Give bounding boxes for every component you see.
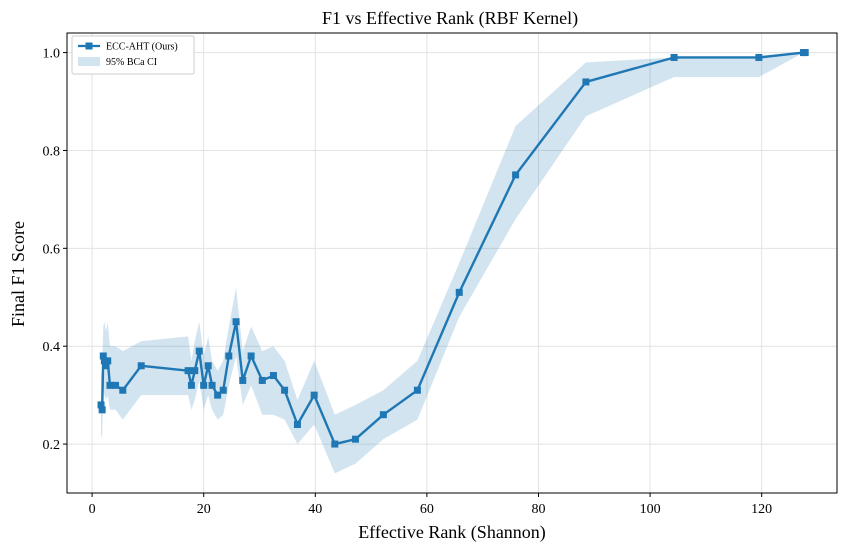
y-axis-label: Final F1 Score (8, 221, 28, 327)
y-tick-label: 1.0 (43, 47, 61, 62)
data-point-marker (102, 362, 110, 370)
data-point-marker (219, 386, 227, 394)
x-tick-label: 80 (531, 502, 545, 517)
marker-layer (97, 49, 809, 448)
data-point-marker (379, 411, 387, 419)
y-tick-label: 0.4 (43, 340, 61, 355)
data-point-marker (204, 362, 212, 370)
data-point-marker (97, 401, 105, 409)
plot-frame (66, 32, 838, 494)
tick-layer: 0 20 40 60 80 100 120 0.2 0.4 0.6 0.8 1.0 (43, 47, 773, 517)
data-point-marker (200, 381, 208, 389)
data-point-marker (670, 53, 678, 61)
x-tick-label: 0 (89, 502, 96, 517)
data-point-marker (269, 372, 277, 380)
data-point-marker (247, 352, 255, 360)
data-point-marker (239, 376, 247, 384)
data-point-marker (99, 352, 107, 360)
data-point-marker (582, 78, 590, 86)
legend-marker-swatch (85, 42, 93, 50)
data-point-marker (119, 386, 127, 394)
chart-title: F1 vs Effective Rank (RBF Kernel) (322, 8, 578, 29)
data-point-marker (281, 386, 289, 394)
data-point-marker (801, 49, 809, 57)
data-point-marker (413, 386, 421, 394)
ci-band-layer (101, 52, 806, 474)
data-point-marker (191, 367, 199, 375)
data-point-marker (293, 420, 301, 428)
data-point-marker (184, 367, 192, 375)
data-point-marker (331, 440, 339, 448)
data-point-marker (455, 288, 463, 296)
y-tick-label: 0.2 (43, 438, 61, 453)
x-tick-label: 20 (197, 502, 211, 517)
data-point-marker (98, 406, 106, 414)
data-point-marker (106, 381, 114, 389)
data-point-marker (104, 357, 112, 365)
data-point-marker (187, 381, 195, 389)
legend-band-label: 95% BCa CI (106, 57, 157, 68)
data-point-marker (310, 391, 318, 399)
y-tick-label: 0.6 (43, 242, 61, 257)
ci-band (101, 52, 806, 474)
x-tick-label: 40 (308, 502, 322, 517)
legend-line-label: ECC-AHT (Ours) (106, 42, 178, 53)
y-tick-label: 0.8 (43, 144, 61, 159)
legend: ECC-AHT (Ours) 95% BCa CI (71, 35, 195, 75)
data-point-marker (137, 362, 145, 370)
data-point-marker (214, 391, 222, 399)
legend-box (71, 35, 195, 75)
x-tick-label: 120 (751, 502, 772, 517)
data-point-marker (112, 381, 120, 389)
grid-layer (67, 33, 837, 493)
data-point-marker (208, 381, 216, 389)
x-tick-label: 60 (420, 502, 434, 517)
data-point-marker (225, 352, 233, 360)
data-point-marker (195, 347, 203, 355)
data-point-marker (755, 53, 763, 61)
data-point-marker (232, 318, 240, 326)
legend-band-swatch (78, 57, 100, 66)
data-point-marker (512, 171, 520, 179)
x-axis-label: Effective Rank (Shannon) (358, 522, 546, 543)
data-point-marker (351, 435, 359, 443)
x-tick-label: 100 (640, 502, 661, 517)
data-point-marker (258, 376, 266, 384)
